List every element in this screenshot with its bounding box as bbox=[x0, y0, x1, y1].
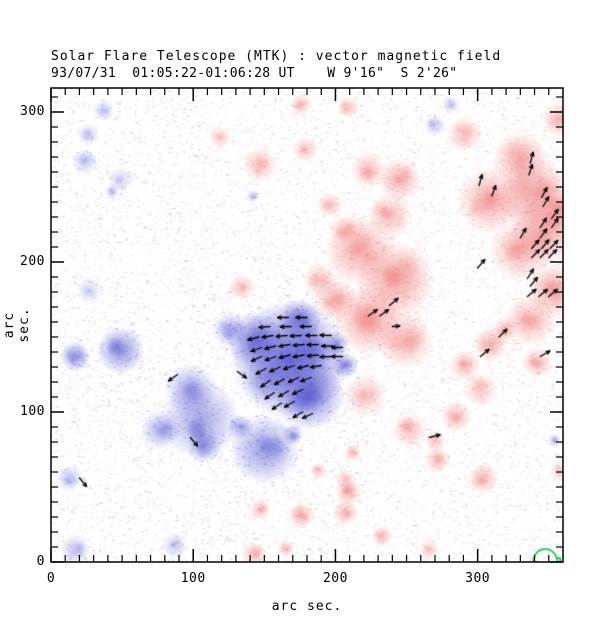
magnetogram-plot-canvas bbox=[51, 88, 563, 562]
x-tick-label: 0 bbox=[46, 571, 56, 586]
y-tick-label: 200 bbox=[20, 254, 45, 269]
figure-title: Solar Flare Telescope (MTK) : vector mag… bbox=[51, 49, 502, 64]
x-tick-label: 100 bbox=[180, 571, 206, 586]
figure-subtitle: 93/07/31 01:05:22-01:06:28 UT W 9'16" S … bbox=[51, 66, 458, 81]
x-tick-label: 200 bbox=[322, 571, 348, 586]
y-tick-label: 300 bbox=[20, 104, 45, 119]
x-tick-label: 300 bbox=[465, 571, 491, 586]
y-tick-label: 100 bbox=[20, 404, 45, 419]
x-axis-title: arc sec. bbox=[271, 599, 343, 614]
y-tick-label: 0 bbox=[36, 554, 45, 569]
y-axis-title: arc sec. bbox=[2, 307, 32, 343]
